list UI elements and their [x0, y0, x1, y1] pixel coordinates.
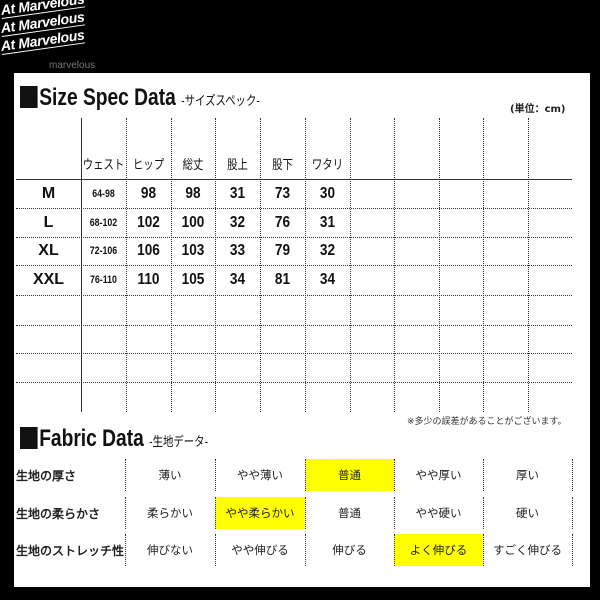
size-value: 31	[229, 184, 246, 202]
size-label: L	[43, 213, 54, 231]
size-spec-title-text: Size Spec Data	[39, 84, 176, 111]
size-value: 76-110	[90, 274, 117, 286]
size-label: M	[41, 184, 56, 202]
fabric-divider	[483, 534, 484, 566]
fabric-title: Fabric Data -生地データ-	[20, 425, 208, 453]
size-value: 98	[185, 184, 201, 202]
fabric-option: やや硬い	[415, 506, 462, 520]
size-value: 73	[274, 184, 291, 202]
fabric-option-selected: やや柔らかい	[215, 497, 305, 529]
column-header: ワタリ	[311, 157, 344, 173]
grid-line-horizontal	[16, 208, 572, 209]
fabric-row-label: 生地の柔らかさ	[16, 506, 101, 521]
fabric-option: 柔らかい	[147, 506, 193, 520]
fabric-divider	[572, 459, 573, 491]
grid-line-horizontal	[16, 265, 572, 266]
fabric-option: 普通	[338, 506, 361, 520]
size-value: 105	[181, 271, 205, 288]
grid-line-horizontal	[16, 295, 572, 296]
spec-sheet: Size Spec Data -サイズスペック- (単位：cm) ※多少の誤差が…	[14, 73, 590, 587]
size-value: 72-106	[89, 245, 118, 257]
tolerance-note: ※多少の誤差があることがございます。	[407, 417, 567, 427]
fabric-divider	[125, 459, 126, 491]
logo-subtext: marvelous	[49, 60, 96, 71]
size-value: 76	[274, 213, 291, 231]
size-value: 103	[181, 242, 205, 259]
fabric-divider	[125, 534, 126, 566]
size-spec-title: Size Spec Data -サイズスペック-	[20, 84, 260, 112]
grid-line-horizontal	[16, 353, 572, 354]
grid-line-horizontal	[16, 237, 572, 238]
fabric-title-jp: -生地データ-	[149, 434, 209, 449]
fabric-option-selected: よく伸びる	[394, 534, 483, 566]
size-label: XXL	[32, 271, 65, 288]
size-value: 64-98	[92, 187, 115, 200]
size-value: 30	[319, 184, 336, 202]
fabric-row-label: 生地のストレッチ性	[16, 543, 125, 558]
fabric-divider	[483, 459, 484, 491]
fabric-option: やや厚い	[415, 468, 462, 482]
fabric-divider	[394, 534, 395, 566]
fabric-option: すごく伸びる	[493, 543, 562, 557]
size-value: 110	[137, 271, 160, 288]
fabric-divider	[572, 497, 573, 529]
square-bullet-icon	[20, 427, 38, 449]
size-label: XL	[38, 242, 59, 259]
size-value: 31	[319, 213, 336, 231]
fabric-divider	[125, 497, 126, 529]
size-value: 32	[229, 213, 246, 231]
brand-logo: At Marvelous At Marvelous At Marvelous m…	[0, 0, 110, 72]
size-spec-title-jp: -サイズスペック-	[181, 93, 260, 108]
size-value: 34	[319, 271, 336, 288]
size-value: 81	[274, 271, 291, 288]
size-value: 68-102	[89, 216, 118, 229]
square-bullet-icon	[20, 86, 38, 108]
fabric-row-label: 生地の厚さ	[16, 468, 77, 483]
fabric-divider	[305, 459, 306, 491]
grid-line-horizontal	[16, 179, 572, 180]
fabric-option: 硬い	[516, 506, 539, 520]
size-value: 106	[137, 242, 160, 259]
size-value: 79	[274, 242, 291, 259]
fabric-divider	[215, 534, 216, 566]
column-header: 総丈	[182, 157, 204, 173]
fabric-option: 薄い	[158, 468, 182, 482]
fabric-divider	[305, 497, 306, 529]
fabric-divider	[305, 534, 306, 566]
fabric-divider	[394, 459, 395, 491]
fabric-title-text: Fabric Data	[39, 425, 144, 452]
column-header: ウェスト	[82, 157, 125, 173]
column-header: 股上	[227, 157, 248, 173]
fabric-option: やや伸びる	[231, 543, 289, 557]
size-value: 33	[229, 242, 246, 259]
size-value: 32	[319, 242, 336, 259]
unit-label: (単位：cm)	[510, 104, 566, 115]
grid-line-horizontal	[16, 382, 572, 383]
fabric-option: 伸びる	[332, 543, 367, 557]
size-value: 34	[229, 271, 246, 288]
size-value: 98	[140, 184, 157, 202]
fabric-divider	[483, 497, 484, 529]
fabric-divider	[215, 497, 216, 529]
fabric-option-selected: 普通	[305, 459, 394, 491]
fabric-divider	[572, 534, 573, 566]
fabric-divider	[215, 459, 216, 491]
column-header: 股下	[272, 157, 293, 173]
fabric-option: 厚い	[516, 468, 539, 482]
size-value: 100	[181, 213, 205, 231]
fabric-divider	[394, 497, 395, 529]
fabric-option: やや薄い	[237, 468, 283, 482]
fabric-option: 伸びない	[147, 543, 193, 557]
size-value: 102	[137, 213, 160, 231]
column-header: ヒップ	[132, 157, 165, 173]
grid-line-horizontal	[16, 325, 572, 326]
